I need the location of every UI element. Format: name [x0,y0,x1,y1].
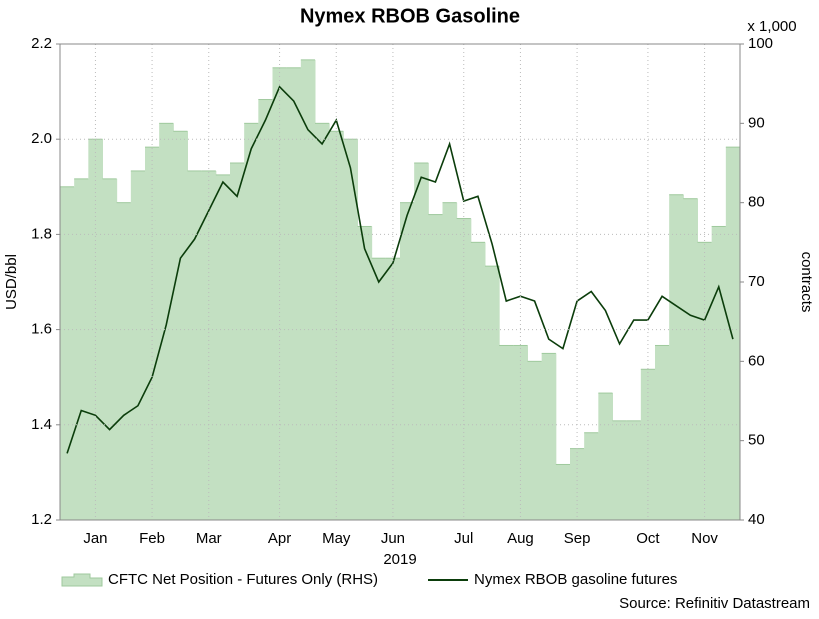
chart-title: Nymex RBOB Gasoline [300,5,520,27]
area-step [400,202,415,520]
area-step [130,170,146,520]
y2-axis-label: contracts [798,252,815,313]
x-axis-label: 2019 [383,551,416,568]
y-tick-label: 1.8 [31,225,52,242]
y-tick-label: 1.2 [31,511,52,528]
area-step [414,163,429,520]
area-step [442,202,458,520]
x-tick-label: Oct [636,530,660,547]
area-step [555,464,571,520]
x-tick-label: Mar [196,530,222,547]
area-step [272,67,288,521]
area-step [145,147,160,520]
legend-label: CFTC Net Position - Futures Only (RHS) [108,571,378,588]
area-step [343,139,358,520]
x-tick-label: Apr [268,530,291,547]
area-step [201,170,217,520]
plot-area [60,59,741,521]
area-step [173,131,188,520]
y-tick-label: 2.0 [31,130,52,147]
y-axis-label: USD/bbl [3,254,20,310]
area-step [428,214,443,521]
area-step [60,186,75,521]
area-step [541,353,557,520]
area-step [315,123,330,520]
source-note: Source: Refinitiv Datastream [619,595,810,612]
area-step [300,59,316,520]
area-step [102,178,118,520]
y2-unit: x 1,000 [747,18,796,35]
y2-tick-label: 90 [748,114,765,131]
area-step [612,420,628,520]
x-tick-label: Jul [454,530,473,547]
area-step [598,393,613,520]
legend-label: Nymex RBOB gasoline futures [474,571,677,588]
y-tick-label: 1.6 [31,321,52,338]
area-step [669,194,684,520]
y2-tick-label: 100 [748,35,773,52]
x-tick-label: Nov [691,530,718,547]
area-step [499,345,514,520]
area-step [244,123,259,520]
plot-frame [59,43,741,521]
x-tick-label: Sep [564,530,591,547]
area-step [74,178,89,520]
area-step [116,202,132,520]
area-step [655,345,670,520]
x-tick-label: Feb [139,530,165,547]
area-step [187,170,203,520]
price-line [66,85,734,454]
y2-tick-label: 80 [748,194,765,211]
area-step [485,266,500,520]
area-step [357,226,373,520]
y2-tick-label: 70 [748,273,765,290]
y2-tick-label: 40 [748,511,765,528]
area-step [286,67,302,521]
area-step [584,432,599,520]
area-step [215,174,231,520]
x-tick-label: Jan [83,530,107,547]
area-step [626,420,642,520]
area-step [683,198,698,520]
area-step [371,258,387,520]
area-step [456,218,472,521]
area-step [697,242,713,521]
area-step [230,163,245,520]
x-tick-label: Jun [381,530,405,547]
area-step [527,361,543,520]
area-step [470,242,486,521]
y-tick-label: 2.2 [31,35,52,52]
y2-tick-label: 50 [748,432,765,449]
area-step [711,226,727,520]
area-step [385,258,401,520]
x-tick-label: May [322,530,351,547]
area-step [329,131,344,520]
legend-swatch [61,573,103,587]
y-tick-label: 1.4 [31,416,52,433]
area-step [725,147,741,520]
x-tick-label: Aug [507,530,534,547]
area-step [258,99,273,521]
y2-tick-label: 60 [748,352,765,369]
